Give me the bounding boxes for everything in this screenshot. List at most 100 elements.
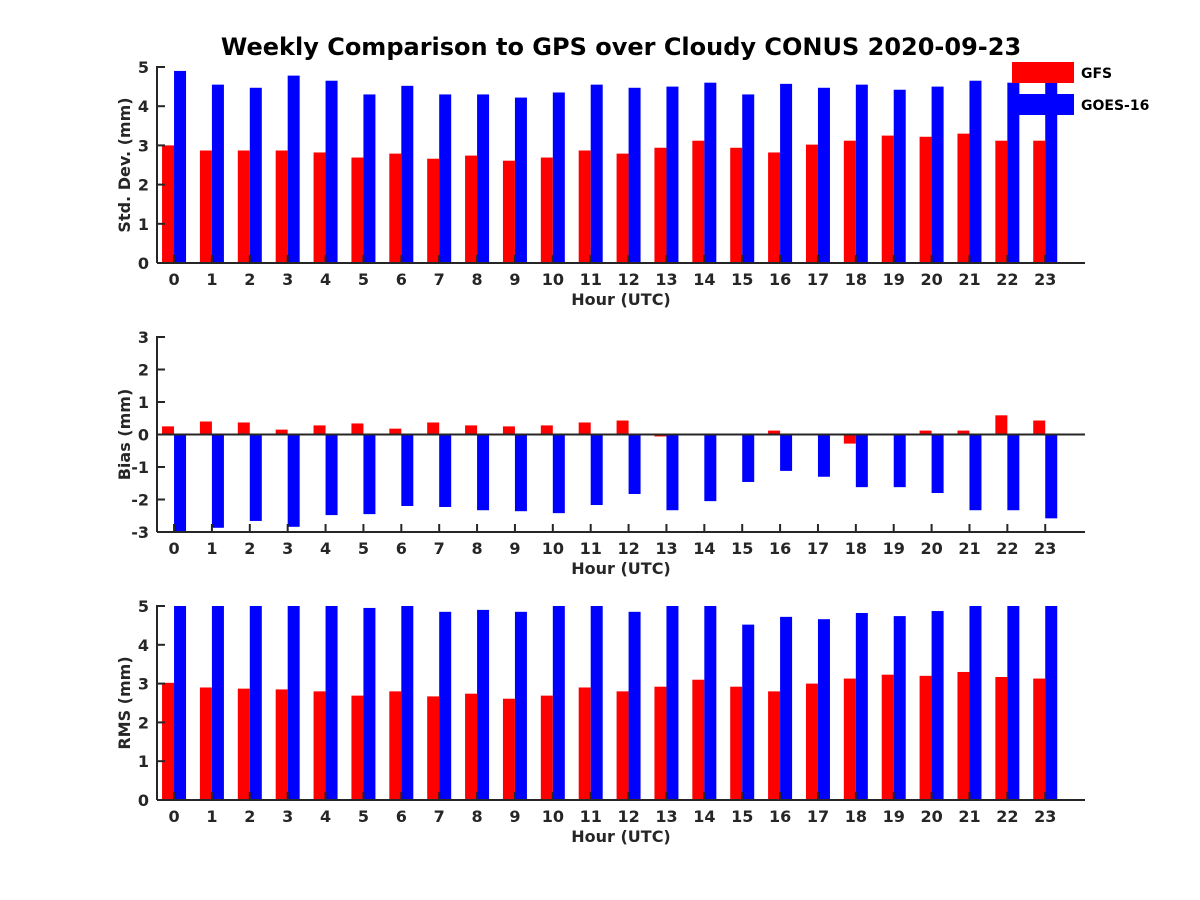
bar-goes-16-4: [325, 606, 338, 800]
y-tick-label: 4: [138, 97, 149, 116]
x-tick-label: 16: [769, 807, 791, 826]
x-tick-label: 8: [471, 539, 482, 558]
bar-goes-16-2: [249, 606, 262, 800]
bar-gfs-5: [351, 157, 364, 263]
bar-gfs-20: [919, 675, 932, 800]
x-tick-label: 10: [542, 270, 564, 289]
bar-goes-16-6: [401, 85, 414, 263]
bar-goes-16-0: [174, 434, 187, 532]
x-tick-label: 21: [958, 539, 980, 558]
y-tick-label: 3: [138, 328, 149, 347]
x-tick-label: 12: [617, 807, 639, 826]
x-tick-label: 18: [845, 270, 867, 289]
y-tick-label: 1: [138, 393, 149, 412]
y-tick-label: 2: [138, 713, 149, 732]
bar-goes-16-14: [704, 434, 717, 502]
bar-gfs-23: [1033, 420, 1046, 435]
x-tick-label: 4: [320, 270, 331, 289]
y-axis-label: RMS (mm): [115, 656, 134, 749]
y-tick-label: 0: [138, 254, 149, 273]
bar-goes-16-13: [666, 434, 679, 511]
bar-gfs-13: [654, 686, 667, 800]
bar-goes-16-12: [628, 611, 641, 800]
bar-goes-16-3: [287, 75, 300, 264]
bar-goes-16-22: [1007, 434, 1020, 511]
bar-goes-16-8: [477, 609, 490, 800]
bar-gfs-20: [919, 136, 932, 263]
bar-goes-16-10: [552, 434, 565, 514]
y-tick-label: -2: [131, 491, 149, 510]
bar-gfs-12: [616, 691, 629, 800]
x-tick-label: 5: [358, 270, 369, 289]
x-tick-label: 5: [358, 807, 369, 826]
bar-gfs-16: [768, 430, 781, 435]
x-tick-label: 19: [883, 539, 905, 558]
x-tick-label: 15: [731, 539, 753, 558]
bar-gfs-7: [427, 158, 440, 263]
bar-goes-16-23: [1045, 434, 1058, 519]
bar-goes-16-15: [742, 434, 755, 482]
y-axis-label: Std. Dev. (mm): [115, 97, 134, 232]
bar-goes-16-1: [211, 434, 224, 528]
bar-gfs-8: [465, 693, 478, 800]
x-tick-label: 4: [320, 539, 331, 558]
y-tick-label: -1: [131, 458, 149, 477]
x-tick-label: 13: [655, 539, 677, 558]
bar-gfs-1: [199, 687, 212, 800]
x-tick-label: 9: [509, 539, 520, 558]
bar-goes-16-14: [704, 82, 717, 264]
bar-goes-16-8: [477, 94, 490, 263]
bar-goes-16-7: [439, 434, 452, 507]
bar-gfs-5: [351, 423, 364, 435]
bar-goes-16-21: [969, 80, 982, 263]
x-tick-label: 0: [168, 539, 179, 558]
x-tick-label: 17: [807, 807, 829, 826]
bar-gfs-7: [427, 696, 440, 800]
y-tick-label: 1: [138, 752, 149, 771]
bar-gfs-14: [692, 140, 705, 263]
bar-gfs-1: [199, 150, 212, 263]
x-tick-label: 13: [655, 270, 677, 289]
bar-gfs-6: [389, 428, 402, 435]
bar-goes-16-1: [211, 84, 224, 263]
bar-goes-16-22: [1007, 606, 1020, 800]
bar-goes-16-19: [893, 89, 906, 264]
x-tick-label: 14: [693, 807, 715, 826]
x-tick-label: 10: [542, 539, 564, 558]
bar-goes-16-13: [666, 86, 679, 263]
x-tick-label: 0: [168, 807, 179, 826]
bar-gfs-10: [540, 157, 553, 263]
x-tick-label: 19: [883, 270, 905, 289]
bar-gfs-8: [465, 425, 478, 435]
bar-gfs-18: [843, 678, 856, 800]
bar-goes-16-18: [855, 612, 868, 800]
bar-gfs-3: [275, 150, 288, 263]
y-tick-label: 5: [138, 58, 149, 77]
bar-gfs-9: [502, 160, 515, 263]
x-tick-label: 18: [845, 807, 867, 826]
bar-gfs-21: [957, 133, 970, 263]
bar-goes-16-12: [628, 87, 641, 263]
x-tick-label: 17: [807, 539, 829, 558]
x-tick-label: 1: [206, 539, 217, 558]
x-tick-label: 22: [996, 539, 1018, 558]
x-tick-label: 1: [206, 270, 217, 289]
bar-goes-16-8: [477, 434, 490, 511]
bar-goes-16-11: [590, 606, 603, 800]
bar-gfs-17: [805, 683, 818, 800]
bar-goes-16-19: [893, 616, 906, 800]
bar-goes-16-4: [325, 434, 338, 516]
bar-goes-16-16: [780, 616, 793, 800]
bar-gfs-10: [540, 425, 553, 435]
y-tick-label: 3: [138, 675, 149, 694]
x-tick-label: 22: [996, 270, 1018, 289]
bar-gfs-6: [389, 153, 402, 263]
x-tick-label: 4: [320, 807, 331, 826]
legend-swatch-goes-16: [1012, 94, 1074, 115]
x-tick-label: 7: [434, 270, 445, 289]
bar-goes-16-23: [1045, 606, 1058, 800]
bar-goes-16-3: [287, 434, 300, 527]
x-tick-label: 5: [358, 539, 369, 558]
